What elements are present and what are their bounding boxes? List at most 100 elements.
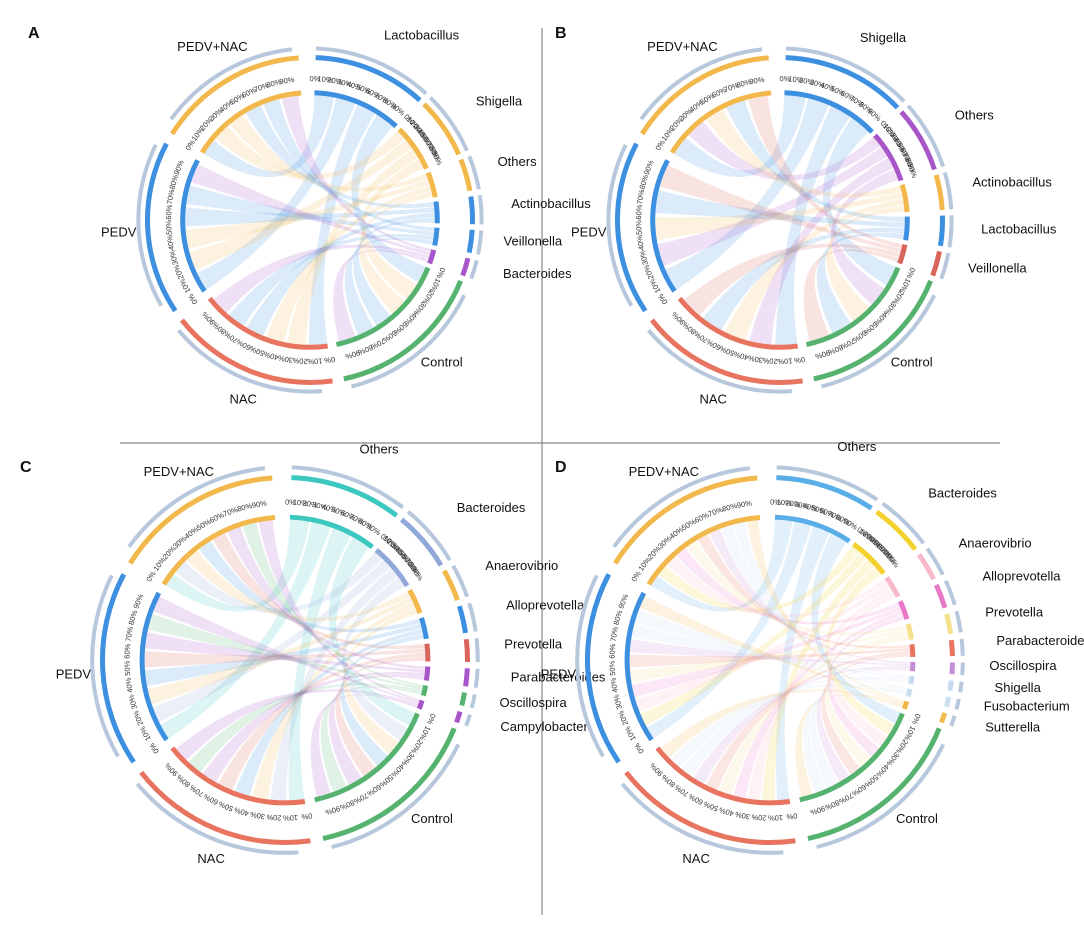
taxon-outer-arc-c-5 <box>463 668 470 687</box>
taxon-inner-arc-b-1 <box>873 133 904 182</box>
taxon-label-c-1: Bacteroides <box>457 500 526 515</box>
chord-ribbon-b-0-3 <box>726 100 905 222</box>
taxon-outer-arc-a-4 <box>466 229 475 254</box>
chord-ribbon-c-2-7 <box>176 689 419 761</box>
taxon-tick-label-d-0-3: 30% <box>793 499 810 511</box>
taxon-tick-label-b-0-0: 0% <box>779 74 790 83</box>
taxon-label-d-7: Shigella <box>995 680 1042 695</box>
tick-label-c-2-1: 10% <box>283 813 299 823</box>
tick-label-a-2-9: 90% <box>200 309 217 326</box>
taxon-inner-arc-d-3 <box>897 600 910 620</box>
taxon-outer-arc-d-3 <box>934 583 948 609</box>
taxon-track-arc-c-7 <box>464 713 472 727</box>
chord-ribbon-b-1-3 <box>655 190 905 228</box>
panel-c: C0%10%20%30%40%50%60%70%80%90%PEDV+NAC0%… <box>20 441 606 866</box>
tick-label-d-2-2: 20% <box>751 812 767 822</box>
tick-label-b-2-0: 0% <box>793 355 805 365</box>
taxon-track-arc-a-2 <box>467 155 481 190</box>
tick-label-d-1-3: 30% <box>611 693 624 710</box>
chord-ribbon-b-3-0 <box>822 118 896 286</box>
tick-label-c-0-8: 80% <box>236 501 253 514</box>
chord-ribbon-b-3-4 <box>803 249 899 342</box>
taxon-track-arc-a-4 <box>476 230 484 255</box>
chord-ribbon-a-2-1 <box>287 149 419 345</box>
chord-ribbon-a-1-2 <box>185 179 430 249</box>
chord-ribbon-c-2-4 <box>218 652 426 791</box>
chord-ribbon-a-0-3 <box>245 105 435 209</box>
chord-ribbon-d-1-1 <box>640 552 868 726</box>
tick-label-c-1-3: 30% <box>126 693 139 710</box>
chord-ribbon-c-1-7 <box>153 596 420 704</box>
taxon-outer-arc-c-0 <box>291 475 399 518</box>
chord-ribbon-d-3-2 <box>828 592 896 747</box>
tick-label-c-1-1: 10% <box>138 725 153 743</box>
chord-ribbon-c-2-0 <box>288 527 351 801</box>
taxon-tick-label-c-0-4: 40% <box>321 502 338 515</box>
taxon-inner-arc-b-3 <box>903 216 910 241</box>
taxon-track-arc-d-6 <box>960 662 965 676</box>
chord-ribbon-c-1-5 <box>145 632 426 673</box>
taxon-inner-arc-c-0 <box>289 514 374 549</box>
chord-ribbon-a-3-1 <box>361 159 424 299</box>
taxon-inner-arc-c-6 <box>420 685 429 697</box>
chord-ribbon-c-3-1 <box>342 577 408 741</box>
taxon-outer-arc-c-3 <box>456 605 468 634</box>
taxon-inner-arc-d-9 <box>901 700 910 710</box>
tick-label-b-1-4: 40% <box>635 234 646 251</box>
chord-ribbon-b-0-0 <box>674 95 806 178</box>
tick-label-b-3-0: 0% <box>905 266 918 280</box>
taxon-inner-arc-a-0 <box>314 90 398 129</box>
chord-ribbon-d-3-9 <box>795 694 903 797</box>
taxon-tick-label-b-0-9: 90% <box>866 106 883 123</box>
taxon-outer-arc-d-1 <box>875 509 918 551</box>
taxon-track-arc-a-3 <box>477 194 484 225</box>
taxon-track-arc-d-4 <box>954 610 963 633</box>
tick-label-a-2-4: 40% <box>262 349 279 362</box>
tick-label-d-1-4: 40% <box>608 677 619 694</box>
chord-ribbon-d-0-2 <box>666 556 888 618</box>
taxon-tick-label-c-0-1: 10% <box>292 498 308 508</box>
chord-ribbon-c-0-2 <box>186 550 411 622</box>
chord-ribbon-b-0-4 <box>748 95 903 249</box>
chord-ribbon-d-0-0 <box>650 519 793 612</box>
taxon-label-b-1: Others <box>955 107 995 122</box>
taxon-label-d-2: Anaerovibrio <box>959 536 1032 551</box>
tick-label-c-1-4: 40% <box>123 677 134 694</box>
tick-label-d-0-8: 80% <box>721 501 738 514</box>
group-inner-arc-b-2 <box>677 296 799 350</box>
group-label-a-3: Control <box>421 354 463 369</box>
chord-ribbon-d-1-6 <box>629 639 911 667</box>
taxon-outer-arc-d-4 <box>944 613 954 635</box>
chord-ribbon-b-3-3 <box>816 232 905 334</box>
taxon-track-arc-b-3 <box>947 215 954 248</box>
taxon-label-b-4: Veillonella <box>968 260 1027 275</box>
chord-ribbon-a-2-2 <box>266 185 432 343</box>
taxon-track-arc-d-5 <box>959 638 965 656</box>
taxon-track-arc-c-6 <box>469 694 477 709</box>
taxon-outer-arc-d-6 <box>949 662 955 675</box>
group-label-a-1: PEDV <box>101 225 137 240</box>
chord-ribbon-b-0-2 <box>705 109 902 198</box>
taxon-inner-arc-d-1 <box>852 542 886 575</box>
group-track-arc-b-2 <box>647 329 793 394</box>
tick-label-d-1-2: 20% <box>616 709 630 727</box>
taxon-label-b-0: Shigella <box>860 30 907 45</box>
taxon-outer-arc-a-1 <box>422 102 461 156</box>
panel-d: D0%10%20%30%40%50%60%70%80%90%PEDV+NAC0%… <box>541 439 1084 866</box>
taxon-label-d-5: Parabacteroides <box>996 633 1084 648</box>
chord-ribbon-d-1-4 <box>629 628 908 683</box>
chord-ribbon-c-3-2 <box>342 608 418 754</box>
tick-label-d-2-9: 90% <box>648 761 665 778</box>
chord-ribbon-c-2-2 <box>252 602 416 800</box>
panel-letter-a: A <box>28 25 40 42</box>
tick-label-c-2-3: 30% <box>249 810 266 822</box>
chord-ribbon-b-2-0 <box>775 106 850 345</box>
chord-ribbon-d-3-4 <box>825 635 909 767</box>
tick-label-b-1-3: 30% <box>637 249 650 266</box>
panel-letter-d: D <box>555 459 567 476</box>
taxon-outer-arc-c-6 <box>459 692 468 707</box>
chord-ribbon-d-0-5 <box>697 534 910 649</box>
group-label-c-2: NAC <box>197 851 224 866</box>
chord-ribbon-c-3-0 <box>328 536 416 726</box>
taxon-label-a-4: Veillonella <box>504 234 563 249</box>
